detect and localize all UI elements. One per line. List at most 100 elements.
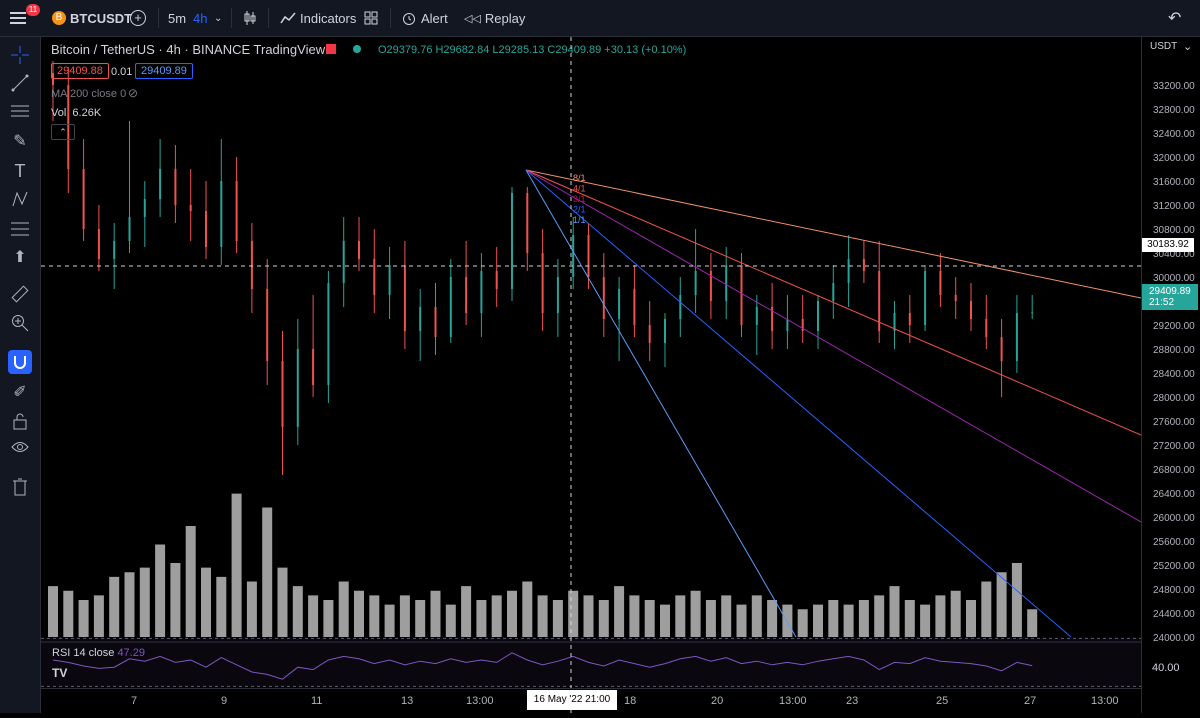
last-price-label: 29409.89 21:52 — [1142, 284, 1198, 310]
brush-icon[interactable]: ✎ — [13, 133, 27, 150]
candle-body — [755, 307, 758, 325]
crosshair-icon[interactable] — [8, 43, 32, 67]
compare-add-icon[interactable]: + — [130, 0, 146, 36]
volume-bar — [828, 600, 839, 637]
volume-bar — [124, 572, 135, 637]
candle-body — [618, 289, 621, 319]
chart-pane[interactable]: 8/1 4/1 3/1 2/1 1/1 — [41, 37, 1142, 713]
indicators-button[interactable]: Indicators — [280, 0, 356, 36]
rsi-line — [52, 652, 1033, 680]
fan-line[interactable] — [525, 169, 1142, 299]
price-axis[interactable]: 33200.00 32800.00 32400.00 32000.00 31600.00… — [1141, 37, 1200, 713]
fan-label: 3/1 — [573, 194, 586, 204]
symbol-title: Bitcoin / TetherUS · 4h · BINANCE Tradin… — [51, 42, 326, 57]
magnet-icon[interactable] — [8, 350, 32, 374]
volume-bar — [338, 581, 349, 637]
volume-bar — [461, 586, 472, 637]
volume-bar — [415, 600, 426, 637]
volume-bar — [950, 590, 961, 637]
currency-label[interactable]: USDT — [1150, 41, 1178, 52]
lock-icon[interactable] — [8, 409, 32, 433]
candle-body — [403, 265, 406, 331]
candle-body — [771, 307, 774, 331]
volume-bar — [675, 595, 686, 637]
countdown-value: 21:52 — [1149, 297, 1175, 308]
volume-bar — [751, 595, 762, 637]
volume-bar — [139, 567, 150, 637]
time-tick: 13 — [401, 695, 414, 707]
chevron-down-icon[interactable]: ⌄ — [1183, 41, 1193, 53]
candle-body — [970, 301, 972, 319]
undo-arrow-icon[interactable]: ↶ — [1168, 10, 1182, 27]
price-axis-ticks: 33200.00 32800.00 32400.00 32000.00 31600.00… — [1153, 81, 1195, 644]
fib-levels-icon[interactable] — [8, 217, 32, 241]
trash-icon[interactable] — [8, 475, 32, 499]
candle-body — [939, 271, 942, 295]
candle-body — [541, 253, 544, 313]
price-tick: 25600.00 — [1153, 537, 1195, 548]
volume-bar — [614, 586, 625, 637]
eye-icon[interactable] — [8, 435, 32, 459]
price-chart[interactable]: 8/14/13/12/11/1 — [41, 37, 1142, 713]
horizontal-lines-icon[interactable] — [8, 99, 32, 123]
replay-button[interactable]: ◁◁ Replay — [464, 0, 525, 36]
candle-body — [342, 241, 345, 283]
fan-line[interactable] — [525, 169, 1072, 638]
eye-hidden-icon[interactable]: ⊘ — [128, 86, 139, 100]
time-axis[interactable]: 7 9 11 13 13:00 18 20 13:00 23 25 27 13:00 — [41, 688, 1141, 714]
collapse-legend-icon[interactable]: ⌃ — [51, 124, 75, 140]
volume-bar — [583, 595, 594, 637]
zoom-in-icon[interactable] — [8, 311, 32, 335]
chevron-down-icon[interactable]: ⌄ — [214, 12, 223, 24]
volume-bar — [262, 507, 273, 637]
price-tick: 27600.00 — [1153, 417, 1195, 428]
symbol-search[interactable]: B BTCUSDT — [52, 0, 132, 36]
price-tick: 28400.00 — [1153, 369, 1195, 380]
ruler-icon[interactable] — [8, 282, 32, 306]
candle-body — [801, 319, 804, 331]
candle-body — [633, 289, 636, 325]
interval-5m-button[interactable]: 5m — [168, 10, 187, 26]
candle-body — [495, 271, 498, 289]
fan-line[interactable] — [525, 169, 1142, 523]
pattern-icon[interactable] — [8, 187, 32, 211]
time-tick: 13:00 — [779, 695, 807, 707]
fan-line[interactable] — [525, 169, 1142, 436]
arrow-up-icon[interactable]: ⬆ — [13, 249, 27, 266]
fan-label: 2/1 — [573, 205, 586, 215]
ma-indicator-label[interactable]: MA 200 close 0 — [51, 88, 127, 100]
rewind-icon: ◁◁ — [464, 12, 481, 25]
last-price-value: 29409.89 — [1149, 286, 1191, 297]
volume-bar — [660, 604, 670, 637]
fan-line[interactable] — [525, 169, 797, 638]
candle-style-icon[interactable] — [243, 0, 257, 36]
time-tick: 7 — [131, 695, 138, 707]
volume-bar — [216, 576, 227, 637]
ohlc-values: O29379.76 H29682.84 L29285.13 C29409.89 … — [378, 44, 687, 56]
price-tick: 31200.00 — [1153, 201, 1195, 212]
candle-body — [281, 361, 284, 427]
spread-value: 0.01 — [111, 66, 133, 78]
volume-bar — [813, 604, 823, 637]
candle-body — [648, 325, 651, 343]
volume-bar — [736, 604, 747, 637]
candle-body — [250, 241, 253, 289]
market-status-icon — [353, 45, 361, 53]
layout-grid-icon[interactable] — [364, 0, 378, 36]
symbol-label: BTCUSDT — [70, 10, 133, 26]
ask-price[interactable]: 29409.89 — [135, 63, 193, 79]
candle-body — [358, 241, 360, 259]
candle-body — [327, 283, 330, 385]
volume-bar — [1011, 563, 1022, 637]
text-tool-icon[interactable]: T — [14, 160, 26, 181]
candle-body — [82, 169, 85, 229]
lock-pencil-icon[interactable]: ✐ — [13, 384, 27, 401]
bid-price[interactable]: 29409.88 — [51, 63, 109, 79]
alert-button[interactable]: Alert — [401, 0, 448, 36]
rsi-band-fill — [41, 638, 1141, 687]
trend-line-icon[interactable] — [8, 71, 32, 95]
volume-bar — [1027, 609, 1038, 637]
menu-icon[interactable] — [10, 0, 28, 36]
interval-4h-button[interactable]: 4h — [193, 10, 208, 26]
tradingview-logo-icon: TV — [52, 666, 68, 680]
